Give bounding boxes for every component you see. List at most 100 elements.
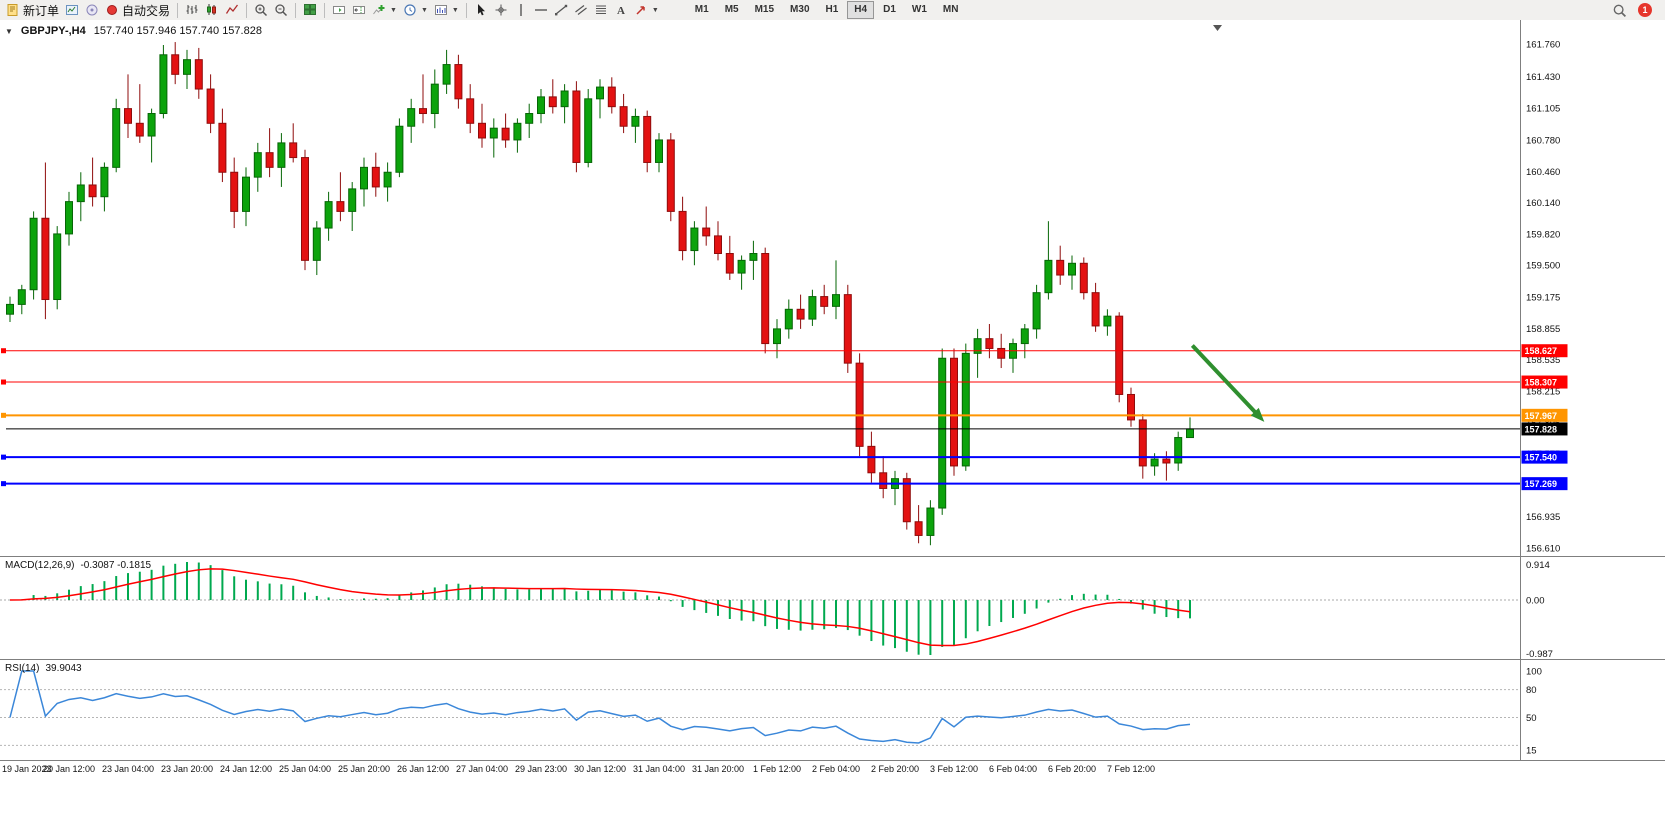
timeframe-toolbar: M1 M5 M15 M30 H1 H4 D1 W1 MN bbox=[688, 1, 966, 19]
cursor-icon bbox=[474, 3, 488, 17]
candle bbox=[194, 59, 203, 90]
candle bbox=[1174, 437, 1183, 464]
crosshair-button[interactable] bbox=[491, 0, 511, 20]
vertical-line-icon bbox=[514, 3, 528, 17]
candle bbox=[159, 54, 168, 115]
svg-text:A: A bbox=[617, 5, 625, 17]
candle bbox=[938, 357, 947, 509]
tile-windows-button[interactable] bbox=[300, 0, 320, 20]
toolbar: 新订单 自动交易 bbox=[0, 0, 1665, 21]
templates-button[interactable]: ▼ bbox=[431, 0, 462, 20]
svg-text:157.269: 157.269 bbox=[1525, 479, 1558, 489]
zoom-in-button[interactable] bbox=[251, 0, 271, 20]
zoom-in-icon bbox=[254, 3, 268, 17]
auto-trading-icon bbox=[105, 3, 119, 17]
candle bbox=[619, 106, 628, 127]
toolbar-right: 1 bbox=[1609, 0, 1662, 20]
candle bbox=[360, 166, 368, 190]
candle bbox=[914, 521, 923, 536]
candle bbox=[478, 122, 486, 139]
cursor-button[interactable] bbox=[471, 0, 491, 20]
svg-text:6 Feb 20:00: 6 Feb 20:00 bbox=[1048, 764, 1096, 774]
candle bbox=[678, 210, 687, 252]
toolbar-separator bbox=[324, 2, 326, 18]
svg-text:159.175: 159.175 bbox=[1526, 293, 1560, 304]
svg-text:156.935: 156.935 bbox=[1526, 512, 1560, 523]
candle bbox=[796, 308, 805, 320]
tf-button-mn[interactable]: MN bbox=[942, 4, 959, 15]
rsi-value: 39.9043 bbox=[45, 663, 82, 674]
tf-button-w1[interactable]: W1 bbox=[911, 4, 927, 15]
price-badges: 158.627 158.307 157.967 157.828 157.540 157.2… bbox=[1521, 344, 1568, 491]
search-button[interactable] bbox=[1609, 0, 1630, 20]
vertical-line-button[interactable] bbox=[511, 0, 531, 20]
community-button[interactable] bbox=[82, 0, 102, 20]
candle bbox=[596, 86, 604, 100]
candlestick-button[interactable] bbox=[202, 0, 222, 20]
tf-button-m1[interactable]: M1 bbox=[694, 4, 709, 15]
candle bbox=[867, 445, 876, 474]
svg-text:160.140: 160.140 bbox=[1526, 198, 1560, 209]
candle bbox=[725, 253, 734, 274]
fibonacci-button[interactable] bbox=[591, 0, 611, 20]
tf-button-m5[interactable]: M5 bbox=[724, 4, 739, 15]
one-click-trading-toggle[interactable]: ▼ bbox=[5, 26, 13, 36]
new-order-button[interactable]: 新订单 bbox=[3, 0, 62, 20]
candle bbox=[820, 296, 829, 307]
pane-separators[interactable] bbox=[0, 20, 1665, 761]
svg-text:26 Jan 12:00: 26 Jan 12:00 bbox=[397, 764, 449, 774]
trendline-button[interactable] bbox=[551, 0, 571, 20]
template-icon bbox=[434, 3, 448, 17]
candle bbox=[1162, 458, 1171, 464]
candle bbox=[41, 217, 50, 301]
price-chart[interactable]: 161.760 161.430 161.105 160.780 160.460 160.1… bbox=[0, 20, 1665, 833]
tf-button-d1[interactable]: D1 bbox=[883, 4, 896, 15]
toolbar-separator bbox=[177, 2, 179, 18]
candle bbox=[88, 184, 97, 198]
candle bbox=[17, 289, 26, 305]
candle bbox=[489, 127, 498, 139]
tf-button-m30[interactable]: M30 bbox=[790, 4, 810, 15]
svg-text:23 Jan 04:00: 23 Jan 04:00 bbox=[102, 764, 154, 774]
candle bbox=[879, 472, 888, 489]
chart-shift-marker[interactable] bbox=[1213, 25, 1222, 31]
rsi-pane-label: RSI(14) 39.9043 bbox=[5, 663, 82, 674]
indicators-button[interactable]: ▼ bbox=[369, 0, 400, 20]
rsi-name: RSI(14) bbox=[5, 663, 40, 674]
horizontal-lines[interactable] bbox=[1, 348, 1520, 487]
candle bbox=[902, 478, 911, 523]
auto-scroll-button[interactable] bbox=[329, 0, 349, 20]
periods-button[interactable]: ▼ bbox=[400, 0, 431, 20]
svg-text:0.914: 0.914 bbox=[1526, 560, 1550, 571]
horizontal-line-button[interactable] bbox=[531, 0, 551, 20]
candle bbox=[513, 122, 522, 141]
candle bbox=[29, 217, 38, 291]
tf-button-m15[interactable]: M15 bbox=[754, 4, 775, 15]
candle bbox=[607, 86, 616, 108]
equidistant-channel-button[interactable] bbox=[571, 0, 591, 20]
bar-chart-button[interactable] bbox=[182, 0, 202, 20]
tf-button-h4[interactable]: H4 bbox=[847, 1, 875, 19]
candle bbox=[973, 338, 982, 354]
notification-badge[interactable]: 1 bbox=[1638, 3, 1652, 17]
candle bbox=[537, 96, 545, 115]
arrows-button[interactable]: ▼ bbox=[631, 0, 662, 20]
trend-arrow-annotation[interactable] bbox=[1190, 344, 1265, 422]
tf-button-h1[interactable]: H1 bbox=[825, 4, 839, 15]
line-chart-icon bbox=[225, 3, 239, 17]
line-chart-button[interactable] bbox=[222, 0, 242, 20]
candle bbox=[171, 54, 180, 75]
svg-text:30 Jan 12:00: 30 Jan 12:00 bbox=[574, 764, 626, 774]
chart-shift-button[interactable] bbox=[349, 0, 369, 20]
candle bbox=[784, 308, 793, 330]
macd-values: -0.3087 -0.1815 bbox=[80, 560, 152, 571]
candle bbox=[454, 64, 463, 100]
zoom-out-button[interactable] bbox=[271, 0, 291, 20]
candle bbox=[147, 113, 156, 137]
auto-trading-button[interactable]: 自动交易 bbox=[102, 0, 173, 20]
text-button[interactable]: A bbox=[611, 0, 631, 20]
candle bbox=[407, 108, 416, 127]
candle bbox=[206, 88, 215, 124]
charts-button[interactable] bbox=[62, 0, 82, 20]
